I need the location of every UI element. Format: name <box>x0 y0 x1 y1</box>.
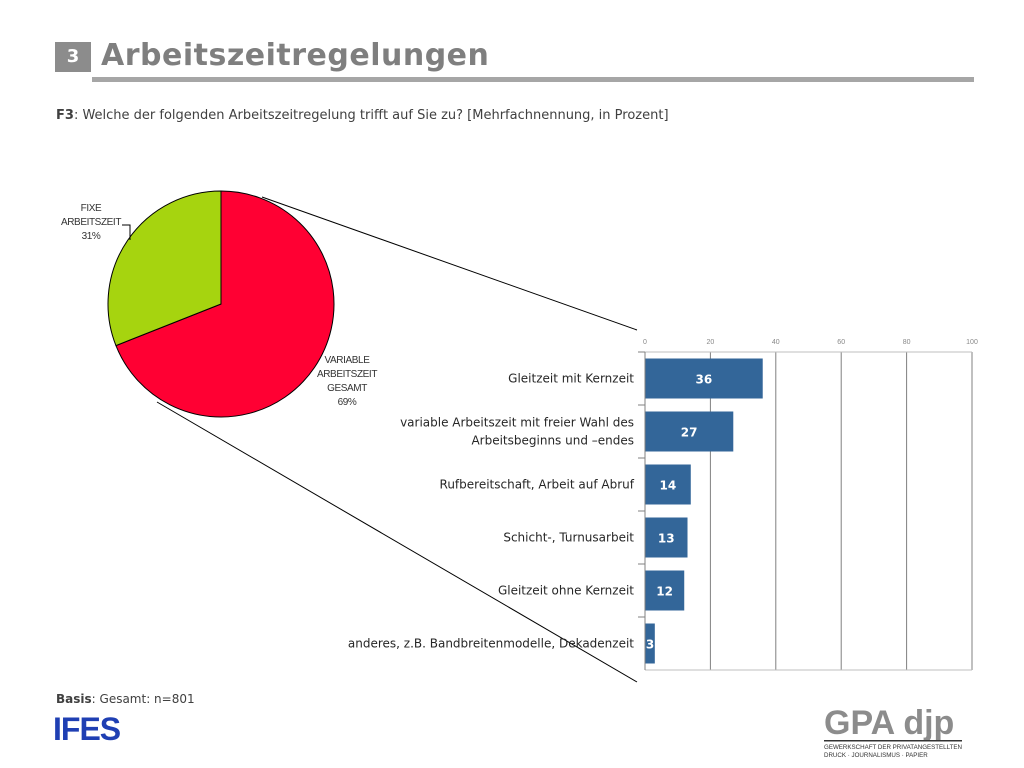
pie-label-variable: VARIABLE <box>325 355 371 366</box>
bar-x-tick-label: 0 <box>643 339 647 346</box>
bar-x-tick-label: 40 <box>772 339 780 346</box>
pie-label-variable: GESAMT <box>327 383 367 394</box>
question-body: : Welche der folgenden Arbeitszeitregelu… <box>73 108 669 123</box>
ifes-logo-text: IFES <box>53 714 121 742</box>
pie-label-variable: ARBEITSZEIT <box>317 369 377 380</box>
bar-category-label: Schicht-, Turnusarbeit <box>503 531 634 545</box>
bar-value-label: 14 <box>660 479 677 493</box>
basis-text: : Gesamt: n=801 <box>91 692 195 706</box>
bar <box>645 623 655 664</box>
bar-value-label: 12 <box>656 585 673 599</box>
bar-value-label: 36 <box>696 373 713 387</box>
bar <box>645 517 688 558</box>
page-title: Arbeitszeitregelungen <box>101 38 490 73</box>
bar-x-tick-label: 100 <box>966 339 978 346</box>
pie-label-fixed: FIXE <box>81 203 102 214</box>
bar-category-label: anderes, z.B. Bandbreitenmodelle, Dekade… <box>348 637 634 651</box>
question-code: F3 <box>56 108 74 123</box>
pie-label-fixed: 31% <box>82 231 101 242</box>
bar <box>645 411 734 452</box>
bar-category-label: variable Arbeitszeit mit freier Wahl des <box>400 416 634 430</box>
gpa-subline-2: DRUCK · JOURNALISMUS · PAPIER <box>824 752 928 759</box>
bar-category-label: Arbeitsbeginns und –endes <box>471 434 634 448</box>
bar <box>645 570 685 611</box>
connector-line-top <box>261 196 638 331</box>
bar <box>645 358 763 399</box>
bar-value-label: 27 <box>681 426 698 440</box>
gpa-subline-1: GEWERKSCHAFT DER PRIVATANGESTELLTEN <box>824 744 962 751</box>
pie-slice-fixed <box>107 190 222 347</box>
gpa-djp-logo-text: GPA djp <box>824 704 954 742</box>
pie-label-fixed: ARBEITSZEIT <box>61 217 121 228</box>
bar-x-tick-label: 80 <box>903 339 911 346</box>
pie-slice-variable <box>115 190 335 418</box>
bar-category-label: Rufbereitschaft, Arbeit auf Abruf <box>440 478 635 492</box>
basis-label: Basis <box>56 692 92 706</box>
bar-category-label: Gleitzeit ohne Kernzeit <box>498 584 634 598</box>
connector-line-bottom <box>156 401 638 683</box>
bar <box>645 464 691 505</box>
bar-category-label: Gleitzeit mit Kernzeit <box>508 372 634 386</box>
bar-x-tick-label: 60 <box>837 339 845 346</box>
question-text: F3: Welche der folgenden Arbeitszeitrege… <box>56 108 669 123</box>
bar-value-label: 13 <box>658 532 675 546</box>
basis-note: Basis: Gesamt: n=801 <box>56 692 195 706</box>
pie-label-variable: 69% <box>338 397 357 408</box>
bar-x-tick-label: 20 <box>707 339 715 346</box>
gpa-djp-logo: GPA djp GEWERKSCHAFT DER PRIVATANGESTELL… <box>824 704 962 759</box>
pie-label-leader-line <box>122 224 131 240</box>
ifes-logo: IFES <box>53 714 122 742</box>
title-underline <box>92 77 974 82</box>
section-number-badge: 3 <box>55 42 91 72</box>
bar-value-label: 3 <box>646 638 654 652</box>
